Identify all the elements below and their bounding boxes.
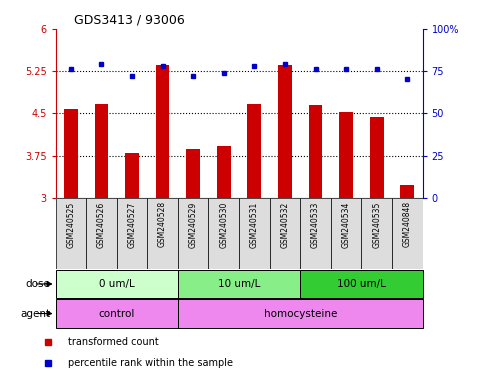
Bar	[64, 109, 78, 198]
Text: percentile rank within the sample: percentile rank within the sample	[68, 358, 233, 368]
Bar	[117, 198, 147, 269]
Bar	[247, 104, 261, 198]
Text: 0 um/L: 0 um/L	[99, 279, 135, 289]
Text: 100 um/L: 100 um/L	[337, 279, 386, 289]
Bar	[400, 185, 414, 198]
Text: GSM240527: GSM240527	[128, 201, 137, 248]
Bar	[239, 198, 270, 269]
Bar	[178, 299, 423, 328]
Text: GDS3413 / 93006: GDS3413 / 93006	[74, 13, 185, 26]
Bar	[95, 104, 108, 198]
Bar	[209, 198, 239, 269]
Text: GSM240534: GSM240534	[341, 201, 351, 248]
Bar	[56, 198, 86, 269]
Text: GSM240528: GSM240528	[158, 201, 167, 247]
Text: dose: dose	[26, 279, 51, 289]
Text: GSM240531: GSM240531	[250, 201, 259, 248]
Bar	[370, 117, 384, 198]
Text: control: control	[99, 308, 135, 319]
Bar	[361, 198, 392, 269]
Bar	[56, 270, 178, 298]
Bar	[56, 299, 178, 328]
Text: GSM240529: GSM240529	[189, 201, 198, 248]
Text: GSM240525: GSM240525	[66, 201, 75, 248]
Text: GSM240532: GSM240532	[281, 201, 289, 248]
Bar	[217, 146, 231, 198]
Bar	[186, 149, 200, 198]
Text: GSM240533: GSM240533	[311, 201, 320, 248]
Text: GSM240526: GSM240526	[97, 201, 106, 248]
Bar	[331, 198, 361, 269]
Bar	[147, 198, 178, 269]
Bar	[278, 65, 292, 198]
Bar	[125, 153, 139, 198]
Bar	[339, 112, 353, 198]
Bar	[300, 270, 423, 298]
Bar	[156, 65, 170, 198]
Text: GSM240848: GSM240848	[403, 201, 412, 247]
Text: homocysteine: homocysteine	[264, 308, 337, 319]
Text: transformed count: transformed count	[68, 337, 158, 347]
Bar	[86, 198, 117, 269]
Text: GSM240530: GSM240530	[219, 201, 228, 248]
Text: GSM240535: GSM240535	[372, 201, 381, 248]
Bar	[178, 270, 300, 298]
Bar	[270, 198, 300, 269]
Text: agent: agent	[21, 308, 51, 319]
Bar	[300, 198, 331, 269]
Bar	[392, 198, 423, 269]
Bar	[309, 105, 323, 198]
Text: 10 um/L: 10 um/L	[218, 279, 260, 289]
Bar	[178, 198, 209, 269]
